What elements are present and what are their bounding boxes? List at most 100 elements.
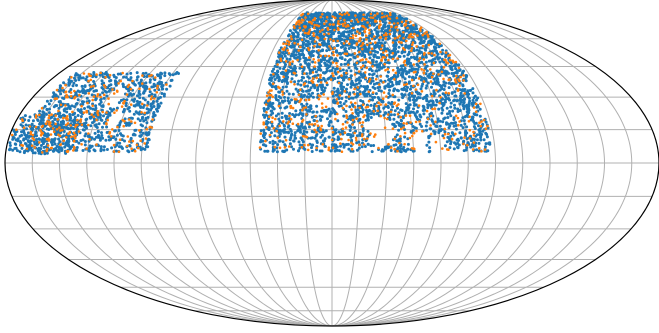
scatter-point bbox=[343, 90, 347, 93]
scatter-point bbox=[55, 88, 59, 92]
scatter-point bbox=[41, 132, 45, 135]
scatter-point bbox=[447, 54, 450, 57]
scatter-point bbox=[286, 75, 290, 79]
scatter-point bbox=[25, 144, 29, 148]
scatter-point bbox=[305, 121, 309, 124]
scatter-point bbox=[283, 46, 287, 49]
scatter-point bbox=[463, 115, 467, 119]
scatter-point bbox=[150, 85, 154, 89]
scatter-point bbox=[483, 148, 487, 151]
scatter-point bbox=[115, 109, 118, 112]
scatter-point bbox=[275, 129, 279, 133]
scatter-point bbox=[141, 96, 145, 100]
scatter-point bbox=[466, 95, 470, 99]
scatter-point bbox=[391, 105, 395, 109]
scatter-point bbox=[392, 87, 396, 91]
scatter-point bbox=[425, 44, 428, 47]
scatter-point bbox=[462, 149, 466, 153]
scatter-point bbox=[389, 149, 393, 152]
scatter-point bbox=[65, 136, 68, 139]
scatter-point bbox=[56, 118, 60, 121]
scatter-point bbox=[145, 107, 149, 111]
scatter-point bbox=[150, 95, 153, 98]
scatter-point bbox=[57, 133, 60, 136]
scatter-point bbox=[112, 143, 116, 147]
scatter-point bbox=[27, 119, 31, 122]
scatter-point bbox=[326, 28, 330, 32]
scatter-point bbox=[386, 70, 390, 74]
scatter-point bbox=[279, 59, 283, 63]
scatter-point bbox=[329, 47, 333, 50]
scatter-point bbox=[355, 112, 359, 115]
scatter-point bbox=[418, 120, 421, 123]
scatter-point bbox=[434, 120, 437, 124]
scatter-point bbox=[107, 97, 110, 100]
scatter-point bbox=[284, 42, 288, 45]
scatter-point bbox=[472, 130, 475, 134]
scatter-point bbox=[373, 20, 377, 23]
scatter-point bbox=[451, 109, 455, 113]
scatter-point bbox=[355, 141, 359, 145]
scatter-point bbox=[303, 125, 307, 129]
scatter-point bbox=[68, 113, 72, 116]
scatter-point bbox=[408, 68, 412, 72]
scatter-point bbox=[378, 45, 382, 49]
scatter-point bbox=[439, 50, 442, 54]
scatter-point bbox=[378, 62, 382, 66]
scatter-point bbox=[363, 137, 366, 141]
scatter-point bbox=[66, 126, 70, 130]
scatter-point bbox=[320, 86, 323, 89]
scatter-point bbox=[322, 93, 326, 96]
scatter-point bbox=[371, 98, 375, 102]
scatter-point bbox=[55, 97, 59, 100]
scatter-point bbox=[327, 148, 331, 152]
scatter-point bbox=[39, 144, 43, 147]
scatter-point bbox=[136, 94, 139, 98]
scatter-point bbox=[367, 108, 371, 112]
scatter-point bbox=[415, 55, 419, 59]
scatter-point bbox=[431, 40, 435, 44]
scatter-point bbox=[156, 87, 159, 90]
scatter-point bbox=[366, 12, 370, 16]
scatter-point bbox=[402, 61, 406, 64]
scatter-point bbox=[486, 124, 489, 128]
scatter-point bbox=[84, 118, 88, 122]
scatter-point bbox=[431, 58, 435, 62]
scatter-point bbox=[70, 76, 73, 79]
scatter-point bbox=[393, 125, 397, 129]
scatter-point bbox=[367, 80, 371, 83]
scatter-point bbox=[310, 15, 314, 19]
scatter-point bbox=[143, 142, 146, 145]
scatter-point bbox=[62, 139, 65, 143]
scatter-point bbox=[73, 147, 76, 150]
scatter-point bbox=[11, 137, 15, 141]
scatter-point bbox=[117, 150, 121, 154]
scatter-point bbox=[64, 142, 68, 146]
scatter-point bbox=[324, 70, 328, 74]
scatter-point bbox=[412, 49, 416, 53]
scatter-point bbox=[282, 52, 286, 56]
scatter-point bbox=[420, 90, 424, 93]
scatter-point bbox=[358, 106, 362, 110]
scatter-point bbox=[281, 140, 285, 144]
scatter-point bbox=[406, 142, 410, 146]
scatter-point bbox=[163, 71, 167, 75]
scatter-point bbox=[419, 50, 423, 54]
scatter-point bbox=[388, 11, 392, 15]
scatter-point bbox=[107, 138, 111, 142]
scatter-point bbox=[387, 142, 390, 146]
scatter-point bbox=[304, 16, 307, 19]
scatter-point bbox=[487, 142, 491, 145]
scatter-point bbox=[407, 97, 411, 101]
scatter-point bbox=[361, 100, 365, 103]
scatter-point bbox=[139, 139, 142, 142]
scatter-point bbox=[449, 114, 453, 118]
scatter-point bbox=[126, 135, 130, 138]
scatter-point bbox=[282, 72, 285, 76]
scatter-point bbox=[382, 81, 385, 84]
scatter-point bbox=[307, 76, 311, 80]
scatter-point bbox=[429, 132, 433, 136]
scatter-point bbox=[351, 36, 355, 40]
scatter-point bbox=[371, 73, 375, 77]
scatter-point bbox=[354, 66, 358, 70]
